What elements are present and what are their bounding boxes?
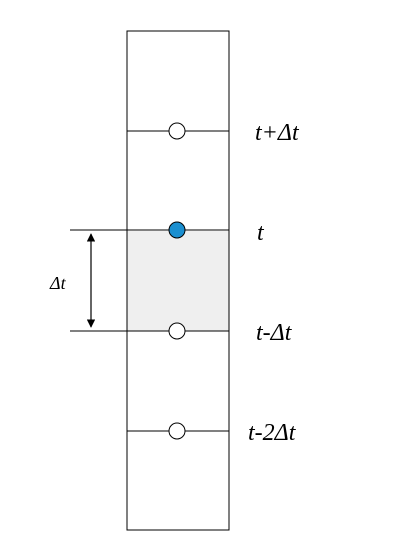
column-box	[126, 30, 230, 531]
label-t: t	[257, 220, 265, 246]
node-t-minus-2dt	[168, 422, 186, 440]
node-t-minus-dt	[168, 322, 186, 340]
label-t-minus-dt: t-Δt	[256, 320, 293, 346]
node-t-plus-dt	[168, 122, 186, 140]
interval-label: Δt	[49, 273, 67, 293]
label-t-minus-2dt: t-2Δt	[248, 420, 297, 446]
shaded-interval-region	[127, 231, 229, 331]
node-t	[168, 221, 186, 239]
label-t-plus-dt: t+Δt	[255, 120, 300, 146]
